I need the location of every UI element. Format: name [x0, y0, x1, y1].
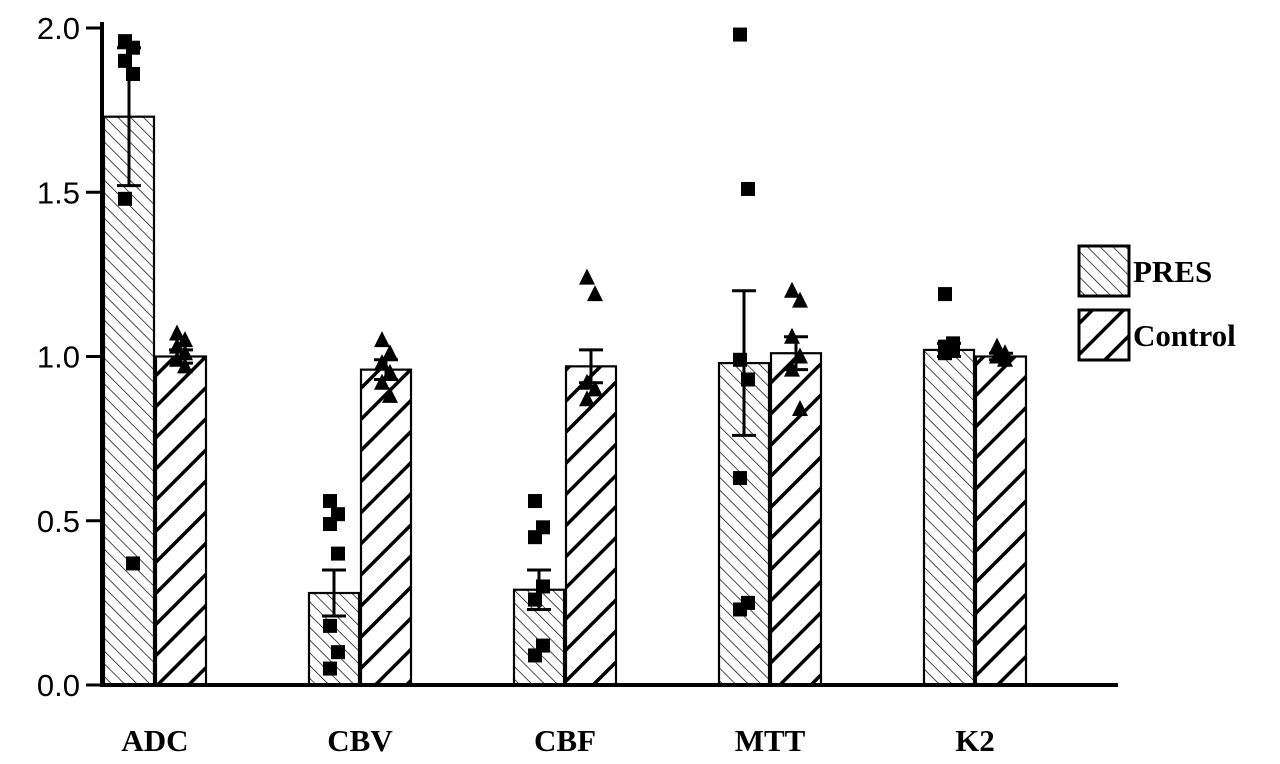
data-point-control-mtt	[792, 400, 808, 417]
data-point-pres-adc	[118, 53, 132, 68]
bar-pres-k2	[922, 348, 976, 687]
data-point-control-mtt	[784, 360, 800, 377]
bar-control-cbv	[359, 368, 413, 687]
data-point-control-k2	[997, 350, 1013, 367]
bar-control-mtt	[769, 352, 823, 687]
data-point-control-cbv	[374, 373, 390, 390]
data-point-pres-cbf	[528, 648, 542, 663]
data-point-pres-mtt	[733, 471, 747, 486]
data-point-control-adc	[177, 344, 193, 361]
data-point-pres-k2	[938, 346, 952, 361]
data-point-control-mtt	[792, 291, 808, 308]
bar-control-adc	[154, 355, 208, 687]
y-tick-label: 1.5	[37, 175, 80, 210]
bar-control-cbf	[564, 365, 618, 687]
data-point-pres-mtt	[741, 181, 755, 196]
y-tick-label: 0.0	[37, 668, 80, 703]
data-point-control-cbf	[579, 390, 595, 407]
data-point-control-cbv	[374, 331, 390, 348]
data-point-pres-cbv	[331, 546, 345, 561]
data-point-pres-cbv	[331, 645, 345, 660]
data-point-pres-mtt	[733, 602, 747, 617]
data-point-control-cbv	[382, 363, 398, 380]
data-point-control-k2	[989, 337, 1005, 354]
data-point-pres-cbv	[323, 517, 337, 532]
data-point-pres-cbf	[528, 530, 542, 545]
data-point-control-adc	[177, 357, 193, 374]
data-point-pres-cbf	[528, 592, 542, 607]
data-point-pres-adc	[126, 66, 140, 81]
data-point-control-cbf	[579, 268, 595, 285]
data-point-control-cbf	[587, 285, 603, 302]
y-tick-label: 1.0	[37, 340, 80, 375]
x-tick-label-cbf: CBF	[534, 723, 596, 758]
data-point-pres-cbf	[536, 579, 550, 594]
data-point-pres-cbv	[323, 494, 337, 509]
data-point-control-cbv	[382, 344, 398, 361]
data-point-control-adc	[169, 337, 185, 354]
data-point-pres-cbv	[323, 618, 337, 633]
data-point-pres-adc	[118, 191, 132, 206]
data-point-control-adc	[177, 331, 193, 348]
data-point-control-cbf	[579, 373, 595, 390]
data-point-control-adc	[169, 324, 185, 341]
legend-swatch-control	[1077, 308, 1131, 362]
x-tick-label-k2: K2	[955, 723, 995, 758]
data-point-pres-k2	[938, 287, 952, 302]
data-point-control-adc	[169, 350, 185, 367]
data-point-pres-cbv	[323, 661, 337, 676]
data-point-pres-mtt	[741, 372, 755, 387]
x-tick-label-cbv: CBV	[327, 723, 393, 758]
legend-label-control: Control	[1133, 318, 1236, 353]
x-tick-label-mtt: MTT	[735, 723, 806, 758]
data-point-pres-mtt	[733, 352, 747, 367]
bar-control-k2	[974, 355, 1028, 687]
data-point-pres-mtt	[733, 27, 747, 42]
data-point-pres-adc	[126, 556, 140, 571]
legend-swatch-pres	[1077, 244, 1131, 298]
data-point-control-mtt	[784, 327, 800, 344]
data-point-control-cbf	[587, 380, 603, 397]
data-point-pres-cbf	[528, 494, 542, 509]
y-tick-label: 0.5	[37, 504, 80, 539]
bar-pres-mtt	[717, 361, 771, 687]
data-point-control-cbv	[374, 354, 390, 371]
data-point-control-cbv	[382, 386, 398, 403]
y-tick-label: 2.0	[37, 11, 80, 46]
data-point-control-mtt	[784, 281, 800, 298]
legend-label-pres: PRES	[1133, 254, 1212, 289]
x-tick-label-adc: ADC	[121, 723, 188, 758]
data-point-pres-adc	[126, 40, 140, 55]
bar-pres-adc	[102, 115, 156, 687]
data-point-control-mtt	[792, 347, 808, 364]
